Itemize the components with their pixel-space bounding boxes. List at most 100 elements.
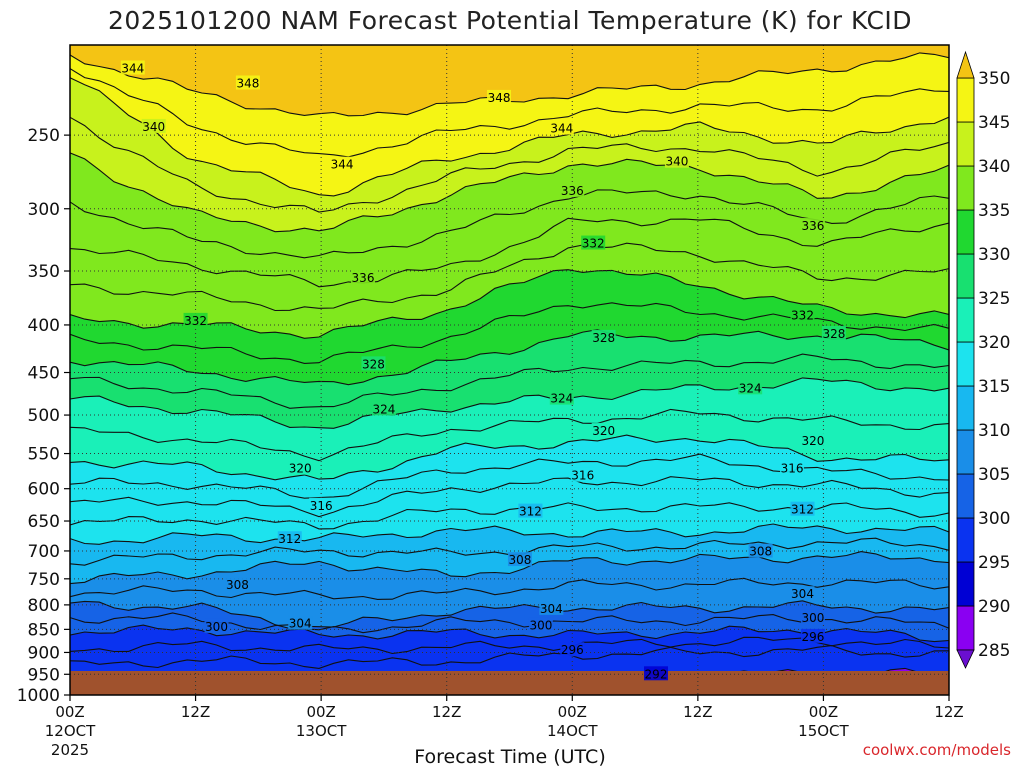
contour-label-bg [664,153,689,168]
contour-label: 300 [205,620,228,634]
contour-label: 304 [289,617,312,631]
contour-label-bg [277,531,302,546]
contour-labels: 344 348 340 348 344 344 340 336 336 332 336 332 332 3… [120,60,846,681]
colorbar-segment [956,605,975,651]
colorbar-tick-label: 305 [978,465,1010,485]
contour-label: 296 [802,630,825,644]
contour-label-bg [235,75,260,90]
isentrope-312 [70,523,949,545]
contour-label: 308 [509,553,532,567]
contour-label-group: 336 [560,182,585,198]
y-tick-label: 550 [28,445,60,465]
contour-label-group: 292 [644,666,668,681]
contour-label-bg [361,356,386,371]
contour-label: 344 [121,62,144,76]
contour-label-group: 316 [309,497,334,513]
colorbar-top-arrow [956,50,975,79]
contour-label-bg [539,600,564,615]
contour-label: 336 [561,184,584,198]
y-tick-label: 600 [28,480,60,500]
isentrope-346 [70,68,949,158]
isentrope-316 [70,476,949,518]
contour-label-bg [309,497,334,512]
contour-label-bg [371,401,396,416]
colorbar-tick-label: 300 [978,509,1010,529]
contour-label-group: 336 [800,217,825,233]
isentrope-332 [70,269,949,339]
contour-label-bg [560,182,585,197]
contour-label-bg [549,390,574,405]
contour-label-group: 316 [570,467,595,483]
x-tick-label: 12Z [432,703,461,721]
contour-label-bg [570,467,595,482]
credit-text: coolwx.com/models [863,741,1011,759]
colorbar-segment [956,473,975,519]
contour-label-bg [790,586,815,601]
colorbar-tick-label: 345 [978,113,1010,133]
x-tick-label: 00Z [306,703,335,721]
colorbar-tick-label: 315 [978,377,1010,397]
contour-label: 304 [791,587,814,601]
x-tick-label: 12Z [181,703,210,721]
contour-label-group: 320 [591,422,616,438]
contour-label-bg [790,307,815,322]
contour-label-bg [581,235,606,250]
contour-label-group: 324 [549,390,574,406]
y-tick-label: 950 [28,665,60,685]
contour-label-bg [748,543,773,558]
contour-label-bg [351,269,375,284]
contour-label-bg [183,312,208,327]
contour-label-bg [330,156,355,171]
x-tick-date: 13OCT [296,722,347,740]
contour-label-bg [487,89,512,104]
colorbar-segment [956,165,975,211]
contour-label-bg [591,422,616,437]
x-tick-date: 15OCT [798,722,849,740]
contour-label: 308 [226,578,249,592]
contour-label: 328 [822,327,845,341]
y-tick-label: 250 [28,126,60,146]
contour-label-bg [800,628,825,643]
colorbar-tick-label: 340 [978,157,1010,177]
colorbar-segment [956,209,975,255]
contour-label-bg [528,617,553,632]
plot-frame [69,44,950,696]
isentrope-308 [70,551,949,585]
contour-label-bg [560,642,585,657]
colorbar: 285 290 295 300 305 310 315 320 325 330 335 340 345 3… [956,50,1010,669]
contour-label-group: 312 [277,531,302,546]
colorbar-bottom-arrow [956,649,975,669]
y-tick-label: 750 [28,570,60,590]
contour-label: 304 [540,602,563,616]
contour-label: 344 [331,158,354,172]
color-bands [70,52,949,695]
contour-label-group: 300 [204,618,229,634]
y-tick-label: 400 [28,316,60,336]
contour-label-group: 340 [664,153,689,169]
contour-label: 316 [571,469,594,483]
colorbar-segment [956,385,975,431]
isentrope-326 [70,353,949,409]
contour-label-group: 308 [748,543,773,559]
colorbar-tick-label: 295 [978,553,1010,573]
contour-label: 316 [781,462,804,476]
contour-label-bg [800,217,825,232]
colorbar-segment [956,77,975,123]
isentrope-324 [70,377,949,429]
contour-label: 328 [592,331,615,345]
y-tick-label: 900 [28,643,60,663]
isentrope-328 [70,329,949,386]
contour-label: 348 [236,76,259,90]
contour-label: 320 [592,424,615,438]
contour-label-bg [507,552,532,567]
x-tick-label: 00Z [55,703,84,721]
isentrope-296 [70,645,949,669]
contour-label-bg [288,460,313,475]
contour-label-group: 308 [225,577,250,592]
x-axis-label: Forecast Time (UTC) [414,746,605,768]
y-tick-label: 700 [28,542,60,562]
contour-label-group: 300 [528,617,553,633]
colorbar-tick-label: 320 [978,333,1010,353]
contour-label-group: 328 [591,329,616,345]
